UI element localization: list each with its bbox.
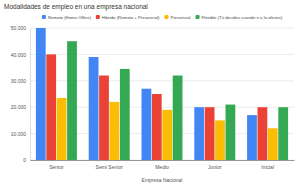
plot: 0 10.000 20.000 30.000 40.000 50.000 Senior Sem… [11,25,295,169]
bar [194,107,204,160]
bar [215,120,225,160]
series [57,98,278,160]
bar [142,89,152,160]
x-tick: Semi Senior [96,160,124,170]
bar [247,115,257,160]
y-tick-label: 20.000 [11,104,27,110]
legend-label: Hibrido (Remoto + Presencial) [102,15,160,20]
legend: Remoto (Home Office) Hibrido (Remoto + Pr… [42,15,283,20]
bar [46,54,56,160]
chart: Modalidades de empleo en una empresa nac… [0,0,300,188]
bars [36,28,288,160]
x-tick-label: Inicial [261,164,274,170]
y-axis: 0 10.000 20.000 30.000 40.000 50.000 [11,25,31,163]
x-axis-title: Empresa Nacional [142,177,183,183]
x-tick: Inicial [261,160,274,170]
bar [152,94,162,160]
bar [67,41,77,160]
bar [162,110,172,160]
legend-swatch [196,15,200,19]
legend-label: Flexible (Tú decides cuando ir a la ofic… [202,15,283,20]
y-tick: 20.000 [11,104,30,110]
x-tick-label: Medio [155,164,169,170]
x-axis: Senior Semi Senior Medio Junior Inicial [31,160,295,170]
legend-item: Hibrido (Remoto + Presencial) [96,15,160,20]
legend-swatch [96,15,100,19]
y-tick: 0 [23,157,30,163]
legend-item: Presencial [165,15,191,20]
y-axis-line [30,29,31,161]
y-tick: 30.000 [11,78,30,84]
legend-swatch [42,15,46,19]
series [46,54,267,160]
legend-swatch [165,15,169,19]
x-tick-label: Semi Senior [96,164,124,170]
bar [173,76,183,160]
y-tick: 10.000 [11,131,30,137]
y-tick-label: 10.000 [11,131,27,137]
y-tick: 40.000 [11,52,30,58]
bar [120,69,130,160]
bar [99,76,109,160]
bar [226,105,236,160]
bar [36,28,46,160]
y-tick-label: 30.000 [11,78,27,84]
bar [57,98,67,160]
grid-line [30,28,294,29]
y-tick-label: 40.000 [11,52,27,58]
bar [89,57,99,160]
series [36,28,257,160]
legend-item: Flexible (Tú decides cuando ir a la ofic… [196,15,283,20]
bar [258,107,268,160]
x-tick-label: Senior [49,164,64,170]
x-tick-label: Junior [208,164,222,170]
y-tick-label: 0 [23,157,26,163]
legend-label: Remoto (Home Office) [48,15,91,20]
x-tick: Medio [155,160,169,170]
x-axis-line [31,160,295,161]
legend-item: Remoto (Home Office) [42,15,91,20]
bar [205,107,215,160]
bar [110,102,120,160]
x-tick: Senior [49,160,64,170]
y-tick: 50.000 [11,25,30,31]
grid [30,28,294,160]
bar [268,128,278,160]
series [67,41,288,160]
title: Modalidades de empleo en una empresa nac… [4,3,148,11]
legend-label: Presencial [171,15,191,20]
bar [278,107,288,160]
y-tick-label: 50.000 [11,25,27,31]
x-tick: Junior [208,160,222,170]
